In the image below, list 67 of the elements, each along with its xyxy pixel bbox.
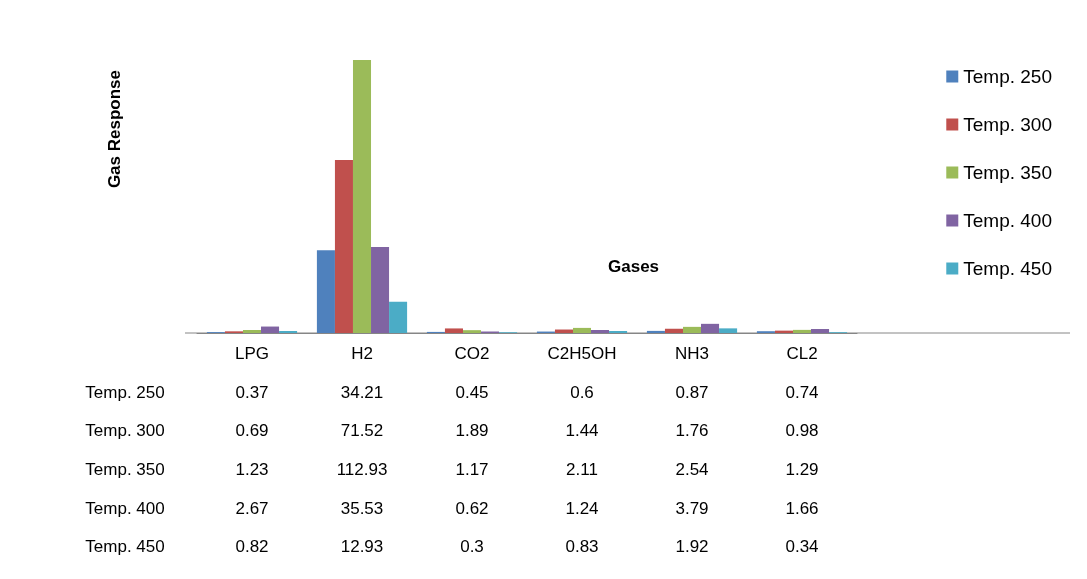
data-label: 35.53: [340, 498, 384, 518]
data-label: 1.89: [455, 421, 489, 441]
data-label: 0.82: [235, 537, 269, 557]
x-tick-label: NH3: [674, 344, 710, 363]
data-label: 2.54: [675, 459, 709, 479]
text: Temp. 350: [85, 459, 165, 479]
bar: [811, 328, 830, 333]
data-label: 0.69: [235, 421, 269, 441]
legend-label: Temp. 300: [963, 114, 1053, 135]
bar: [646, 330, 665, 333]
data-label: 2.11: [566, 459, 598, 479]
x-tick-label: LPG: [234, 344, 270, 363]
data-label: 0.87: [675, 382, 709, 402]
bar: [261, 326, 280, 333]
data-label: 12.93: [340, 537, 384, 557]
x-tick-label: H2: [351, 344, 373, 363]
legend-label: Temp. 250: [963, 66, 1053, 87]
bar: [242, 330, 262, 333]
y-axis-title: Gas Response: [105, 70, 124, 189]
data-label: 1.76: [675, 421, 709, 441]
text: Temp. 250: [85, 382, 165, 402]
data-label: 1.44: [565, 421, 599, 441]
data-label: 1.24: [565, 498, 599, 518]
legend-label: Temp. 400: [963, 210, 1053, 231]
data-label: 0.45: [455, 382, 489, 402]
data-label: 1.29: [785, 459, 819, 479]
data-label: 0.74: [785, 382, 819, 402]
bar: [719, 328, 738, 333]
bar: [572, 327, 592, 333]
bar: [591, 330, 610, 333]
x-tick-label: CL2: [786, 344, 818, 363]
x-axis-title: Gases: [608, 257, 660, 276]
bar: [792, 329, 812, 333]
data-label: 0.34: [785, 537, 819, 557]
legend-label: Temp. 450: [963, 258, 1053, 279]
x-tick-label: C2H5OH: [547, 344, 617, 363]
data-label: 112.93: [336, 459, 388, 479]
data-label: 0.62: [455, 498, 489, 518]
data-label: 0.83: [565, 537, 599, 557]
data-label: 1.66: [785, 498, 819, 518]
data-label: 0.37: [235, 382, 269, 402]
bar: [444, 328, 463, 333]
bar: [371, 247, 390, 333]
bar: [701, 323, 720, 333]
bar: [334, 160, 353, 333]
data-label: 1.23: [235, 459, 269, 479]
data-label: 3.79: [675, 498, 709, 518]
legend-label: Temp. 350: [963, 162, 1053, 183]
bar: [682, 326, 702, 333]
bar: [462, 330, 482, 333]
x-tick-label: CO2: [454, 344, 490, 363]
data-label: 0.6: [570, 382, 594, 402]
text: Temp. 300: [85, 421, 165, 441]
data-label: 1.92: [675, 537, 709, 557]
bar: [664, 328, 683, 333]
bar: [316, 250, 335, 333]
data-label: 71.52: [340, 421, 384, 441]
data-label: 1.17: [455, 459, 489, 479]
bar: [352, 60, 372, 333]
bar: [389, 301, 408, 333]
data-label: 0.98: [785, 421, 819, 441]
bar: [609, 330, 628, 333]
text: Temp. 400: [85, 498, 165, 518]
data-label: 2.67: [235, 498, 269, 518]
data-label: 0.3: [460, 537, 484, 557]
text: Temp. 450: [85, 537, 165, 557]
data-label: 34.21: [340, 382, 384, 402]
